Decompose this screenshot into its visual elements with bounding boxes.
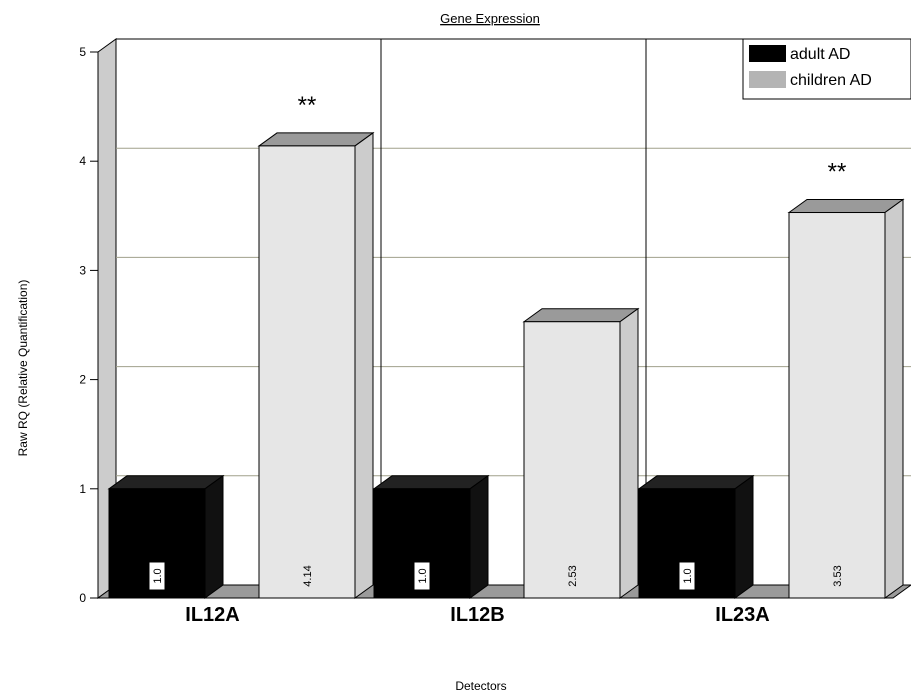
data-label-children-ad-il12a: 4.14: [302, 565, 314, 586]
legend-label-children-ad: children AD: [790, 72, 872, 89]
data-label-box: [148, 561, 166, 591]
legend-swatch-children-ad: [749, 71, 786, 88]
category-label-il12a: IL12A: [185, 604, 239, 626]
y-tick-label: 4: [79, 154, 86, 168]
y-tick-label: 1: [79, 482, 86, 496]
legend-label-adult-ad: adult AD: [790, 46, 850, 63]
bars: 1.0 4.14 ** 1.0 2.53 1.0 3.53 **: [107, 92, 905, 599]
y-tick-label: 2: [79, 373, 86, 387]
bar-adult-ad-il12a: 1.0: [107, 474, 225, 599]
y-tick-label: 0: [79, 591, 86, 605]
data-label-adult-ad-il12a: 1.0: [152, 568, 164, 583]
data-label-children-ad-il12b: 2.53: [567, 565, 579, 586]
y-axis-label: Raw RQ (Relative Quantification): [16, 280, 30, 457]
data-label-adult-ad-il12b: 1.0: [417, 568, 429, 583]
category-labels: IL12A IL12B IL23A: [185, 604, 769, 626]
data-label-box: [413, 561, 431, 591]
data-label-children-ad-il23a: 3.53: [832, 565, 844, 586]
chart-title: Gene Expression: [440, 11, 540, 26]
legend-swatch-adult-ad: [749, 45, 786, 62]
y-tick-label: 3: [79, 263, 86, 277]
bar-children-ad-il23a: 3.53: [787, 198, 905, 599]
data-label-adult-ad-il23a: 1.0: [682, 568, 694, 583]
significance-marker-il12a: **: [298, 92, 317, 119]
data-label-box: [678, 561, 696, 591]
y-axis-ticks: 0 1 2 3 4 5: [79, 45, 98, 605]
legend: adult AD children AD: [742, 38, 911, 100]
bar-children-ad-il12b: 2.53: [522, 307, 640, 599]
category-label-il23a: IL23A: [715, 604, 769, 626]
bar-adult-ad-il12b: 1.0: [372, 474, 490, 599]
category-label-il12b: IL12B: [450, 604, 504, 626]
y-tick-label: 5: [79, 45, 86, 59]
bar-adult-ad-il23a: 1.0: [637, 474, 755, 599]
bar-children-ad-il12a: 4.14: [257, 131, 375, 599]
x-axis-label: Detectors: [455, 679, 506, 693]
significance-marker-il23a: **: [828, 159, 847, 186]
